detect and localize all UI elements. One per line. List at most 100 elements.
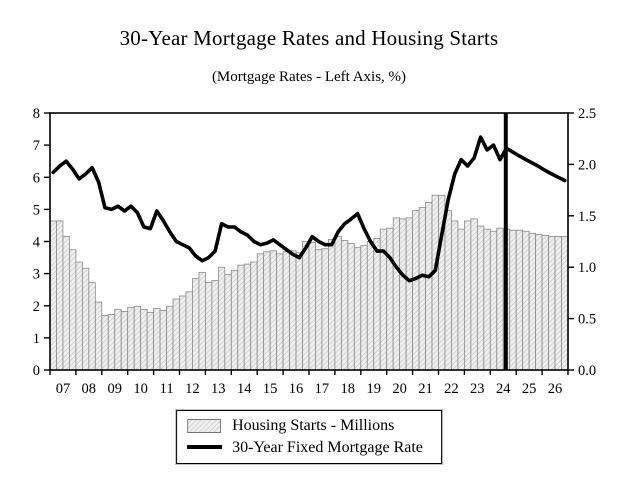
chart-subtitle: (Mortgage Rates - Left Axis, %) <box>211 69 407 85</box>
housing-starts-bar <box>185 291 193 371</box>
housing-starts-bar <box>114 308 122 371</box>
left-axis-tick-label: 4 <box>33 235 41 251</box>
housing-starts-bar <box>88 282 96 371</box>
housing-starts-bar <box>302 241 310 371</box>
housing-starts-bar <box>528 232 537 371</box>
housing-starts-bar <box>347 243 355 371</box>
right-axis-tick-label: 1.0 <box>578 260 596 276</box>
legend-item-housing-starts: Housing Starts - Millions <box>187 417 423 435</box>
housing-starts-bar <box>315 249 323 371</box>
left-axis: 0 1 2 3 4 5 6 7 8 <box>33 106 50 379</box>
x-axis: 07 08 09 10 11 12 13 14 15 16 17 18 19 20 21 22 23 24 25 26 <box>49 370 569 397</box>
left-axis-tick-label: 0 <box>33 363 40 379</box>
housing-starts-bar <box>250 261 258 371</box>
housing-starts-bar <box>386 227 394 371</box>
left-axis-tick-label: 1 <box>33 331 40 347</box>
housing-starts-bar <box>541 234 549 371</box>
housing-starts-bar <box>360 245 368 371</box>
housing-starts-bar <box>328 239 336 371</box>
x-axis-tick-label: 11 <box>160 381 174 397</box>
housing-starts-bar <box>535 233 543 371</box>
x-axis-tick-label: 22 <box>444 381 459 397</box>
housing-starts-bar <box>444 210 452 371</box>
housing-starts-bar <box>243 263 252 371</box>
housing-starts-bar <box>75 261 83 371</box>
housing-starts-bar <box>211 280 219 371</box>
mortgage-rate-line <box>51 135 567 283</box>
housing-starts-bar <box>101 315 109 371</box>
housing-starts-bar <box>470 218 478 371</box>
housing-starts-bar <box>554 235 562 371</box>
x-axis-tick-label: 18 <box>341 381 356 397</box>
housing-starts-bar <box>146 312 155 371</box>
left-axis-tick-label: 7 <box>33 138 40 154</box>
housing-starts-bar <box>256 253 265 371</box>
thick-line-swatch <box>187 445 223 450</box>
legend: Housing Starts - Millions 30-Year Fixed … <box>176 410 442 465</box>
housing-starts-bar <box>476 225 485 371</box>
housing-starts-bar <box>457 228 465 371</box>
housing-starts-bar <box>56 220 64 371</box>
housing-starts-bar <box>308 242 316 371</box>
x-axis-tick-label: 20 <box>392 381 407 397</box>
housing-starts-bar <box>107 314 116 371</box>
housing-starts-bar <box>373 238 381 371</box>
right-axis: 0.0 0.5 1.0 1.5 2.0 2.5 <box>568 106 596 379</box>
housing-starts-bar <box>204 282 213 371</box>
housing-starts-bar <box>295 252 303 371</box>
housing-starts-bar <box>224 273 232 371</box>
housing-starts-bar <box>451 220 459 371</box>
housing-starts-bar <box>548 235 556 371</box>
x-axis-tick-label: 21 <box>418 381 433 397</box>
right-axis-tick-label: 2.5 <box>578 106 596 122</box>
x-axis-tick-label: 17 <box>315 381 330 397</box>
housing-starts-bar <box>230 269 239 371</box>
legend-item-mortgage-rate: 30-Year Fixed Mortgage Rate <box>187 439 423 457</box>
housing-starts-bar <box>405 217 414 371</box>
housing-starts-bar <box>418 207 426 371</box>
housing-starts-bar <box>412 210 420 371</box>
housing-starts-bar <box>140 308 148 371</box>
x-axis-tick-label: 08 <box>82 381 97 397</box>
legend-label-housing-starts: Housing Starts - Millions <box>232 417 395 434</box>
housing-starts-bar <box>289 250 297 371</box>
x-axis-tick-label: 15 <box>263 381 278 397</box>
x-axis-tick-label: 23 <box>470 381 485 397</box>
housing-starts-bar <box>192 278 200 371</box>
housing-starts-bar <box>263 251 271 371</box>
housing-starts-bar <box>120 310 129 371</box>
housing-starts-bar <box>515 229 524 371</box>
housing-starts-bar <box>269 250 278 371</box>
housing-starts-bar <box>483 228 491 371</box>
chart-title: 30-Year Mortgage Rates and Housing Start… <box>119 26 499 50</box>
housing-starts-bar <box>340 240 349 371</box>
housing-starts-bar <box>334 235 342 371</box>
housing-starts-bar <box>496 227 504 371</box>
housing-starts-bar <box>179 295 187 371</box>
housing-starts-bar <box>49 220 57 371</box>
housing-starts-bars <box>49 194 569 371</box>
housing-starts-bar <box>366 241 375 371</box>
housing-starts-bar <box>463 220 472 371</box>
housing-starts-bar <box>62 235 70 371</box>
x-axis-tick-label: 24 <box>496 381 511 397</box>
housing-starts-bar <box>399 218 407 371</box>
housing-starts-bar <box>425 202 433 371</box>
x-axis-tick-label: 25 <box>522 381 537 397</box>
housing-starts-bar <box>198 271 206 371</box>
x-axis-tick-label: 09 <box>108 381 123 397</box>
left-axis-tick-label: 3 <box>33 267 40 283</box>
housing-starts-bar <box>282 251 290 371</box>
housing-starts-bar <box>561 235 569 371</box>
x-axis-tick-label: 16 <box>289 381 304 397</box>
housing-starts-bar <box>353 247 362 371</box>
housing-starts-bar <box>217 266 226 371</box>
housing-starts-bar <box>159 309 167 371</box>
housing-starts-bar <box>69 249 77 371</box>
housing-starts-bar <box>321 248 329 371</box>
right-axis-tick-label: 2.0 <box>578 157 596 173</box>
housing-starts-bar <box>431 194 439 371</box>
housing-starts-bar <box>392 217 401 371</box>
housing-starts-bar <box>237 264 245 371</box>
